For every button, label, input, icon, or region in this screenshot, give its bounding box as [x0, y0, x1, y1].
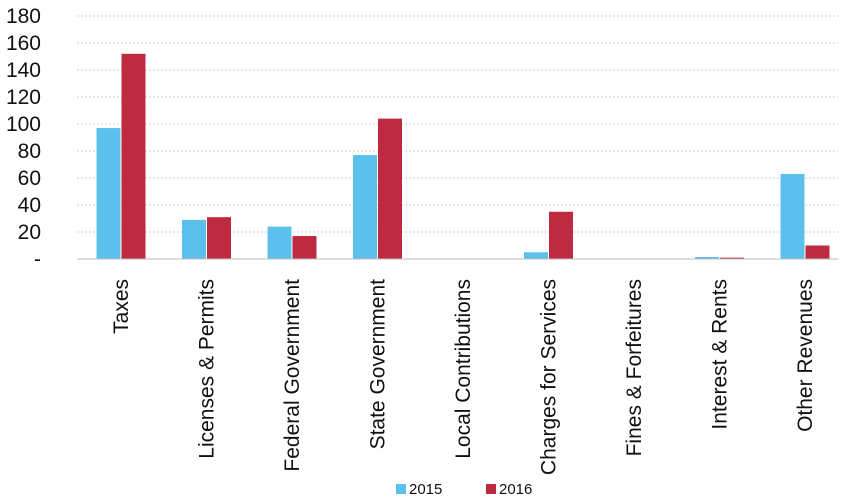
y-tick-label: 80	[18, 140, 41, 163]
bar-2016-3	[378, 118, 402, 259]
legend: 2015 2016	[396, 481, 532, 498]
y-tick-label: 20	[18, 221, 41, 244]
bar-2015-5	[524, 252, 548, 259]
x-axis: Taxes Licenses & Permits Federal Governmen…	[110, 279, 817, 475]
bar-2016-5	[549, 211, 573, 259]
bar-2015-3	[353, 155, 377, 259]
bar-2016-7	[720, 257, 744, 259]
y-tick-label: 160	[6, 32, 41, 55]
x-category-label: Other Revenues	[794, 279, 817, 432]
y-tick-label: 140	[6, 59, 41, 82]
bar-2016-2	[292, 236, 317, 259]
bar-2015-1	[182, 219, 206, 259]
bar-2016-8	[805, 245, 830, 259]
gridlines	[77, 15, 838, 233]
bar-2015-7	[695, 256, 719, 259]
y-axis: - 20 40 60 80 100 120 140 160 180	[6, 5, 41, 271]
x-category-label: Taxes	[110, 279, 133, 334]
legend-label: 2016	[499, 481, 532, 498]
bar-2015-8	[780, 173, 805, 259]
y-tick-label: 180	[6, 5, 41, 28]
x-category-label: Charges for Services	[538, 279, 561, 475]
legend-swatch-2015	[396, 484, 406, 494]
legend-label: 2015	[409, 481, 442, 498]
y-tick-label: 60	[18, 167, 41, 190]
bar-2016-0	[121, 53, 146, 259]
x-category-label: Licenses & Permits	[196, 279, 219, 459]
x-category-label: Interest & Rents	[709, 279, 732, 430]
x-category-label: Local Contributions	[452, 279, 475, 459]
x-category-label: Federal Government	[281, 279, 304, 472]
legend-swatch-2016	[486, 484, 496, 494]
y-tick-label: 100	[6, 113, 41, 136]
bars	[96, 53, 830, 259]
bar-2015-0	[96, 128, 121, 259]
x-category-label: State Government	[367, 279, 390, 450]
y-tick-label: 40	[18, 194, 41, 217]
bar-2015-2	[267, 226, 292, 259]
x-category-label: Fines & Forfeitures	[623, 279, 646, 456]
y-tick-label: 120	[6, 86, 41, 109]
bar-2016-1	[207, 217, 231, 259]
y-tick-label: -	[34, 248, 41, 271]
